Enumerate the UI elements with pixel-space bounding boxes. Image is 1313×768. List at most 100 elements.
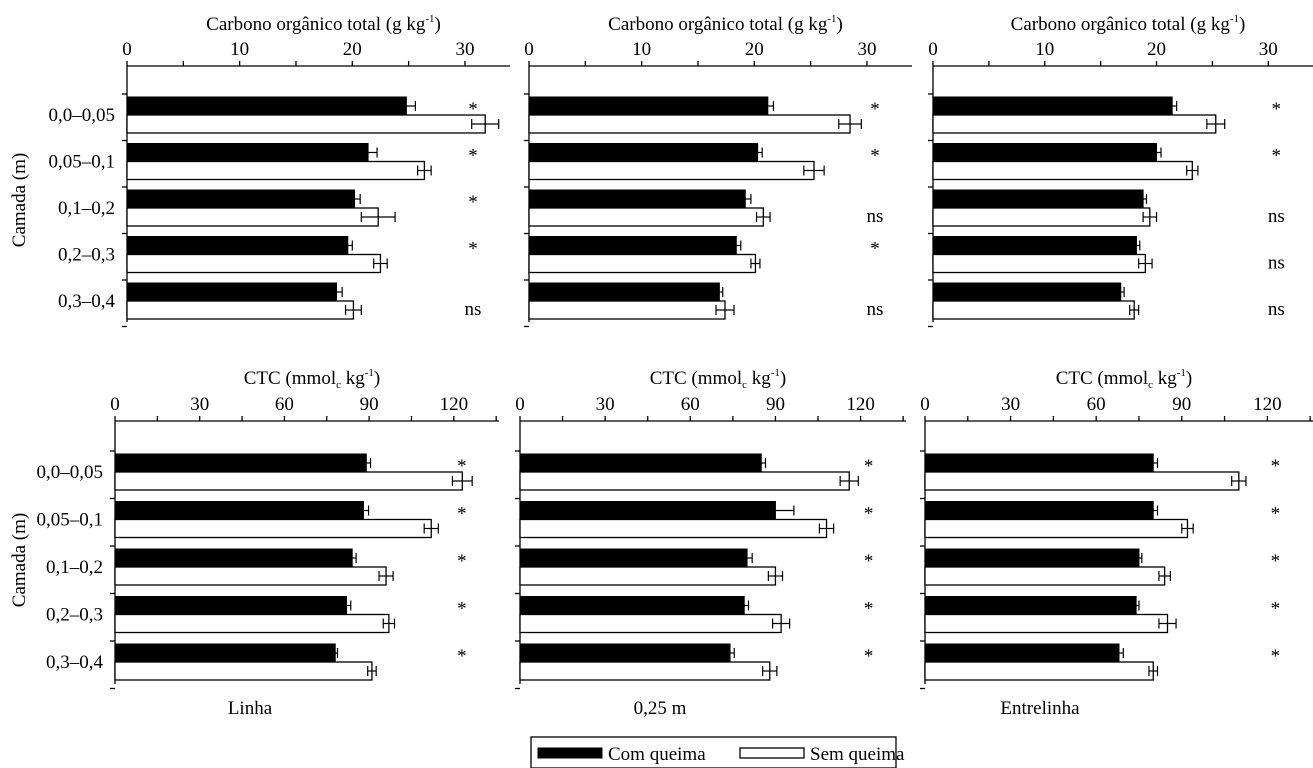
- significance-label: *: [864, 551, 874, 572]
- bar-com-queima: [528, 96, 769, 116]
- x-tick-label: 30: [1001, 394, 1020, 415]
- bar-com-queima: [126, 143, 369, 162]
- bar-sem-queima: [126, 114, 486, 134]
- significance-label: *: [870, 239, 880, 260]
- bar-com-queima: [114, 643, 336, 663]
- significance-label: *: [457, 456, 467, 477]
- significance-label: ns: [464, 299, 481, 320]
- bar-sem-queima: [126, 207, 379, 227]
- significance-label: *: [864, 504, 874, 525]
- bar-com-queima: [126, 236, 349, 255]
- bar-sem-queima: [126, 300, 355, 320]
- significance-label: *: [864, 456, 874, 477]
- bar-com-queima: [519, 501, 776, 520]
- bar-sem-queima: [519, 518, 828, 539]
- legend-frame: [530, 736, 897, 768]
- significance-label: *: [1271, 456, 1281, 477]
- axis-title: Carbono orgânico total (g kg-1): [206, 13, 441, 35]
- x-tick-label: 60: [1087, 394, 1106, 415]
- x-tick-label: 30: [857, 39, 876, 60]
- bar-com-queima: [519, 453, 762, 473]
- significance-label: *: [457, 551, 467, 572]
- bar-sem-queima: [924, 518, 1189, 539]
- bar-sem-queima: [932, 300, 1135, 320]
- category-label: 0,2–0,3: [58, 245, 115, 266]
- bar-sem-queima: [114, 661, 373, 681]
- category-label: 0,0–0,05: [49, 105, 116, 126]
- bar-sem-queima: [114, 613, 390, 634]
- bar-com-queima: [528, 143, 759, 162]
- category-label: 0,1–0,2: [58, 198, 115, 219]
- bar-com-queima: [924, 453, 1154, 473]
- category-label: 0,2–0,3: [46, 605, 103, 626]
- significance-label: *: [457, 504, 467, 525]
- significance-label: ns: [1268, 299, 1285, 320]
- bar-com-queima: [924, 548, 1140, 568]
- bar-com-queima: [519, 548, 748, 568]
- caption-linha: Linha: [228, 698, 273, 719]
- chart-panel-2: Carbono orgânico total (g kg-1) 0 10 20 30 * *…: [928, 13, 1313, 328]
- bar-sem-queima: [924, 471, 1240, 491]
- ylabel-top: Camada (m): [9, 153, 30, 247]
- bar-com-queima: [528, 189, 746, 209]
- bar-com-queima: [924, 596, 1137, 615]
- bar-sem-queima: [528, 253, 757, 274]
- x-tick-label: 0: [928, 39, 938, 60]
- significance-label: *: [1271, 599, 1281, 620]
- x-tick-label: 120: [440, 394, 469, 415]
- bar-com-queima: [924, 501, 1154, 520]
- x-tick-label: 20: [343, 39, 362, 60]
- bar-sem-queima: [528, 207, 764, 227]
- chart-panel-3: CTC (mmolc kg-1) 0 30 60 90 120 * * * * * 0,0–0,05 0…: [37, 367, 499, 690]
- axis-title: Carbono orgânico total (g kg-1): [1011, 13, 1246, 35]
- bar-sem-queima: [932, 114, 1217, 134]
- significance-label: *: [870, 99, 880, 120]
- bar-com-queima: [932, 143, 1158, 162]
- bar-sem-queima: [924, 661, 1154, 681]
- x-tick-label: 30: [190, 394, 209, 415]
- significance-label: *: [468, 146, 478, 167]
- bar-com-queima: [932, 282, 1122, 302]
- bar-sem-queima: [519, 471, 850, 491]
- ylabel-bottom: Camada (m): [9, 513, 30, 607]
- legend-swatch-com: [537, 747, 603, 759]
- bar-com-queima: [932, 96, 1173, 116]
- bar-sem-queima: [126, 160, 426, 181]
- bar-com-queima: [528, 282, 720, 302]
- significance-label: ns: [866, 206, 883, 227]
- x-tick-label: 60: [275, 394, 294, 415]
- axis-title: CTC (mmolc kg-1): [244, 367, 381, 391]
- axis-title: CTC (mmolc kg-1): [1056, 367, 1193, 391]
- category-label: 0,1–0,2: [46, 557, 103, 578]
- significance-label: *: [870, 146, 880, 167]
- x-tick-label: 10: [230, 39, 249, 60]
- legend-label-com: Com queima: [608, 744, 706, 765]
- chart-panel-5: CTC (mmolc kg-1) 0 30 60 90 120 * * * * *: [920, 367, 1313, 690]
- axis-title: CTC (mmolc kg-1): [650, 367, 787, 391]
- x-tick-label: 90: [360, 394, 379, 415]
- x-tick-label: 0: [920, 394, 930, 415]
- caption-025m: 0,25 m: [634, 698, 687, 719]
- x-tick-label: 120: [1253, 394, 1282, 415]
- bar-sem-queima: [519, 613, 782, 634]
- bar-com-queima: [932, 236, 1137, 255]
- x-tick-label: 0: [122, 39, 132, 60]
- significance-label: *: [468, 192, 478, 213]
- category-label: 0,0–0,05: [37, 462, 104, 483]
- category-label: 0,05–0,1: [49, 152, 116, 173]
- bar-com-queima: [932, 189, 1144, 209]
- significance-label: *: [468, 99, 478, 120]
- bar-sem-queima: [519, 661, 771, 681]
- x-tick-label: 10: [1035, 39, 1054, 60]
- bar-sem-queima: [932, 207, 1151, 227]
- significance-label: *: [457, 599, 467, 620]
- x-tick-label: 30: [1259, 39, 1278, 60]
- category-label: 0,05–0,1: [37, 510, 104, 531]
- bar-sem-queima: [519, 566, 777, 586]
- chart-panel-0: Carbono orgânico total (g kg-1) 0 10 20 30 * *…: [49, 13, 510, 328]
- bar-com-queima: [126, 96, 407, 116]
- x-tick-label: 0: [524, 39, 534, 60]
- bar-sem-queima: [924, 613, 1169, 634]
- bar-com-queima: [114, 596, 348, 615]
